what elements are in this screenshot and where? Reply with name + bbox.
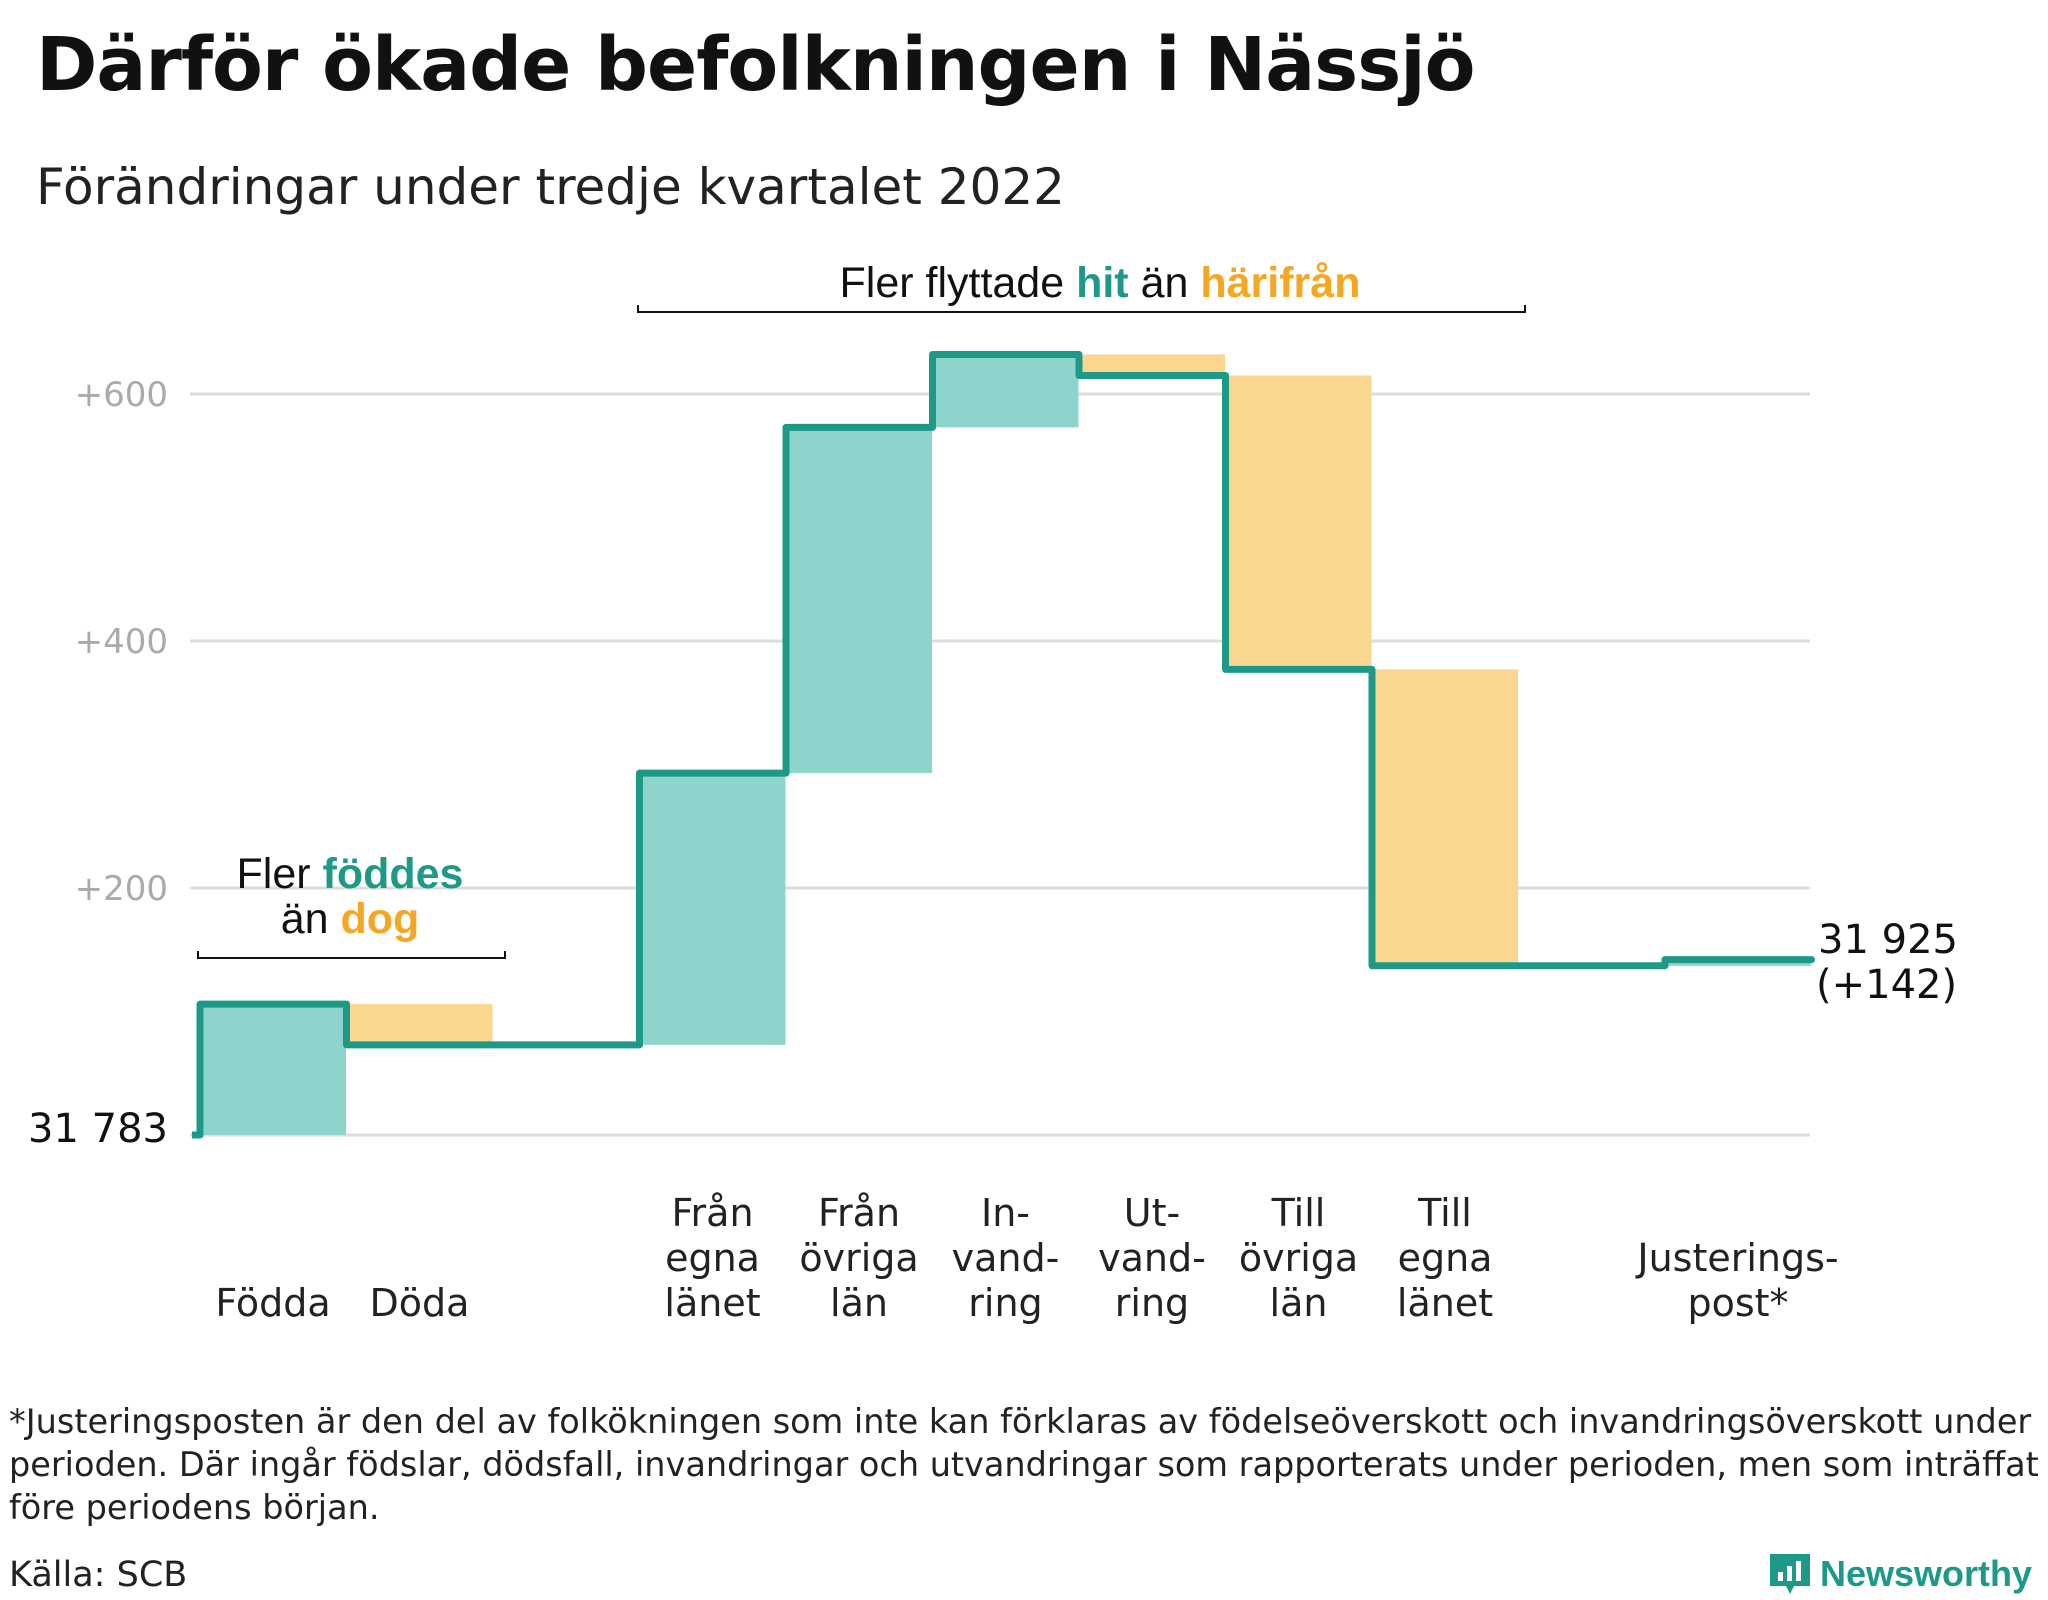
category-label: Justerings- bbox=[1635, 1236, 1838, 1280]
decrease-bar bbox=[1372, 669, 1518, 966]
category-label: Från bbox=[671, 1191, 753, 1235]
category-label: vand- bbox=[952, 1236, 1060, 1280]
annotation-text: än dog bbox=[281, 895, 420, 943]
category-labels: Födda DödaFrånegnalänetFrånövrigalänIn-va… bbox=[215, 1191, 1838, 1325]
annotation-segment: hit bbox=[1076, 259, 1129, 307]
category-label: In- bbox=[981, 1191, 1030, 1235]
y-tick-label: +600 bbox=[75, 375, 168, 415]
gridlines bbox=[190, 392, 1810, 1137]
decrease-bar bbox=[1079, 354, 1225, 376]
y-tick-label: +200 bbox=[75, 869, 168, 909]
category-label: län bbox=[1270, 1281, 1328, 1325]
annotation-segment: dog bbox=[340, 895, 419, 943]
running-total-line bbox=[192, 350, 1815, 1139]
annotation-segment: än bbox=[281, 895, 341, 943]
value-labels: 31 783 31 925 (+142) bbox=[28, 917, 1958, 1152]
increase-bar bbox=[639, 773, 786, 1045]
annotation-text: Fler flyttade hit än härifrån bbox=[840, 259, 1361, 307]
decrease-bar bbox=[1225, 375, 1372, 670]
y-tick-label: +400 bbox=[75, 622, 168, 662]
waterfall-chart: +600+400+200 Födda DödaFrånegnalänetFrånö… bbox=[28, 259, 1958, 1325]
category-label: ring bbox=[1115, 1281, 1189, 1325]
category-label: Ut- bbox=[1124, 1191, 1180, 1235]
category-label: Till bbox=[1271, 1191, 1326, 1235]
increase-bar bbox=[200, 1004, 346, 1135]
category-label: vand- bbox=[1098, 1236, 1206, 1280]
increase-bar bbox=[932, 354, 1079, 428]
source-note: Källa: SCB bbox=[9, 1555, 188, 1595]
category-label: län bbox=[830, 1281, 888, 1325]
end-value-label: 31 925 bbox=[1818, 917, 1958, 963]
category-label: länet bbox=[1397, 1281, 1493, 1325]
annotation-segment: härifrån bbox=[1200, 259, 1360, 307]
annotation-segment: Fler flyttade bbox=[840, 259, 1077, 307]
step-fills bbox=[200, 354, 1811, 1135]
category-label: Födda bbox=[215, 1281, 330, 1325]
category-label: ring bbox=[968, 1281, 1042, 1325]
category-label: post* bbox=[1687, 1281, 1788, 1325]
running-total-path bbox=[192, 350, 1815, 1139]
category-label: övriga bbox=[1239, 1236, 1358, 1280]
chart-title: Därför ökade befolkningen i Nässjö bbox=[36, 22, 1475, 108]
annotation-bracket bbox=[197, 951, 506, 959]
newsworthy-logo: Newsworthy bbox=[1768, 1552, 2032, 1596]
newsworthy-logo-text: Newsworthy bbox=[1820, 1553, 2033, 1594]
end-change-label: (+142) bbox=[1816, 962, 1957, 1008]
y-axis-ticks: +600 +400 +200 bbox=[75, 375, 168, 909]
category-label: Döda bbox=[370, 1281, 470, 1325]
category-label: länet bbox=[664, 1281, 760, 1325]
category-label: övriga bbox=[799, 1236, 918, 1280]
chart-subtitle: Förändringar under tredje kvartalet 2022 bbox=[36, 158, 1065, 216]
annotation-text: Fler föddes bbox=[237, 850, 464, 898]
start-value-label: 31 783 bbox=[28, 1106, 168, 1152]
annotation-segment: Fler bbox=[237, 850, 323, 898]
increase-bar bbox=[786, 427, 932, 774]
newsworthy-logo-icon bbox=[1770, 1554, 1810, 1594]
category-label: egna bbox=[665, 1236, 760, 1280]
annotation-bracket bbox=[637, 305, 1526, 313]
category-label: egna bbox=[1398, 1236, 1493, 1280]
decrease-bar bbox=[346, 1004, 493, 1045]
annotation-segment: föddes bbox=[323, 850, 464, 898]
category-label: Från bbox=[818, 1191, 900, 1235]
annotation-segment: än bbox=[1129, 259, 1201, 307]
footnote: *Justeringsposten är den del av folkökni… bbox=[9, 1402, 2039, 1527]
category-label: Till bbox=[1417, 1191, 1472, 1235]
